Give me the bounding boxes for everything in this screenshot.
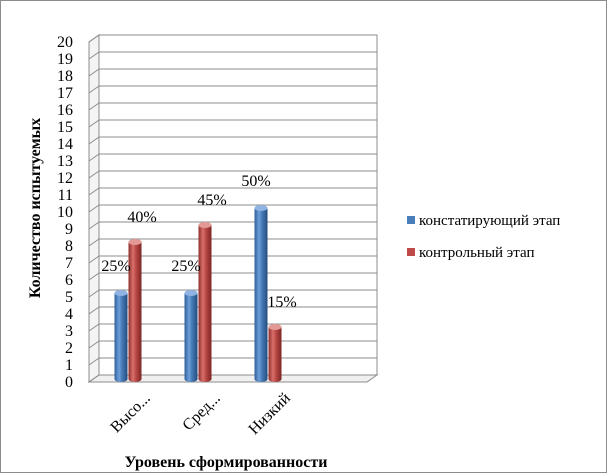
y-tick-label: 6 — [65, 272, 73, 289]
bar — [268, 327, 282, 382]
gridline-depth — [88, 340, 100, 349]
gridline-depth — [88, 306, 100, 315]
data-label: 45% — [197, 192, 226, 209]
y-tick-label: 15 — [57, 119, 73, 136]
data-label: 40% — [127, 209, 156, 226]
gridline-depth — [88, 272, 100, 281]
gridline-depth — [88, 102, 100, 111]
y-tick-label: 13 — [57, 153, 73, 170]
y-tick-label: 18 — [57, 68, 73, 85]
gridline-depth — [88, 187, 100, 196]
bar-top — [198, 222, 212, 228]
data-label: 25% — [171, 258, 200, 275]
y-tick-label: 7 — [65, 255, 73, 272]
legend: констатирующий этап контрольный этап — [407, 213, 560, 261]
gridline-depth — [88, 153, 100, 162]
bar-top — [114, 290, 128, 296]
gridline-depth — [88, 204, 100, 213]
x-tick-label: Высо... — [107, 390, 153, 436]
gridline-depth — [88, 289, 100, 298]
data-label: 25% — [101, 258, 130, 275]
gridline-depth — [88, 170, 100, 179]
bar — [198, 225, 212, 382]
legend-label: контрольный этап — [419, 245, 534, 261]
legend-swatch — [407, 248, 415, 256]
gridline-depth — [88, 221, 100, 230]
y-tick-label: 10 — [57, 204, 73, 221]
y-tick-label: 17 — [57, 85, 73, 102]
bar-top — [268, 324, 282, 330]
bar — [184, 293, 198, 382]
data-labels: 25% 25% 50% 40% 45% 15% — [101, 173, 296, 311]
gridline-depth — [88, 255, 100, 264]
gridline-depth — [88, 34, 100, 43]
bar — [254, 208, 268, 382]
x-tick-labels: Высо... Сред... Низкий — [107, 390, 294, 439]
bar-top — [128, 239, 142, 245]
y-tick-label: 11 — [58, 187, 73, 204]
legend-swatch — [407, 216, 415, 224]
legend-label: констатирующий этап — [419, 213, 560, 229]
y-tick-label: 14 — [57, 136, 73, 153]
data-label: 50% — [241, 173, 270, 190]
x-tick-label: Сред... — [179, 390, 223, 434]
bar — [128, 242, 142, 382]
y-tick-label: 19 — [57, 51, 73, 68]
y-tick-label: 12 — [57, 170, 73, 187]
y-tick-label: 16 — [57, 102, 73, 119]
y-tick-label: 0 — [65, 374, 73, 391]
bar-top — [254, 205, 268, 211]
gridline-depth — [88, 51, 100, 60]
y-tick-label: 2 — [65, 340, 73, 357]
gridlines — [88, 34, 377, 383]
y-tick-label: 8 — [65, 238, 73, 255]
bar — [114, 293, 128, 382]
gridline-depth — [88, 136, 100, 145]
gridline-depth — [88, 68, 100, 77]
gridline-depth — [88, 119, 100, 128]
gridline-depth — [88, 374, 100, 383]
bars — [114, 205, 282, 382]
gridline-depth — [88, 238, 100, 247]
y-tick-label: 4 — [65, 306, 73, 323]
y-tick-label: 3 — [65, 323, 73, 340]
y-tick-label: 20 — [57, 34, 73, 51]
x-axis-title: Уровень сформированности — [125, 454, 328, 471]
gridline-depth — [88, 357, 100, 366]
y-axis-title: Количество испытуемых — [27, 118, 44, 298]
data-label: 15% — [267, 294, 296, 311]
gridline-depth — [88, 85, 100, 94]
y-tick-label: 5 — [65, 289, 73, 306]
y-tick-label: 1 — [65, 357, 73, 374]
x-tick-label: Низкий — [246, 390, 295, 439]
bar-top — [184, 290, 198, 296]
gridline-depth — [88, 323, 100, 332]
y-tick-label: 9 — [65, 221, 73, 238]
